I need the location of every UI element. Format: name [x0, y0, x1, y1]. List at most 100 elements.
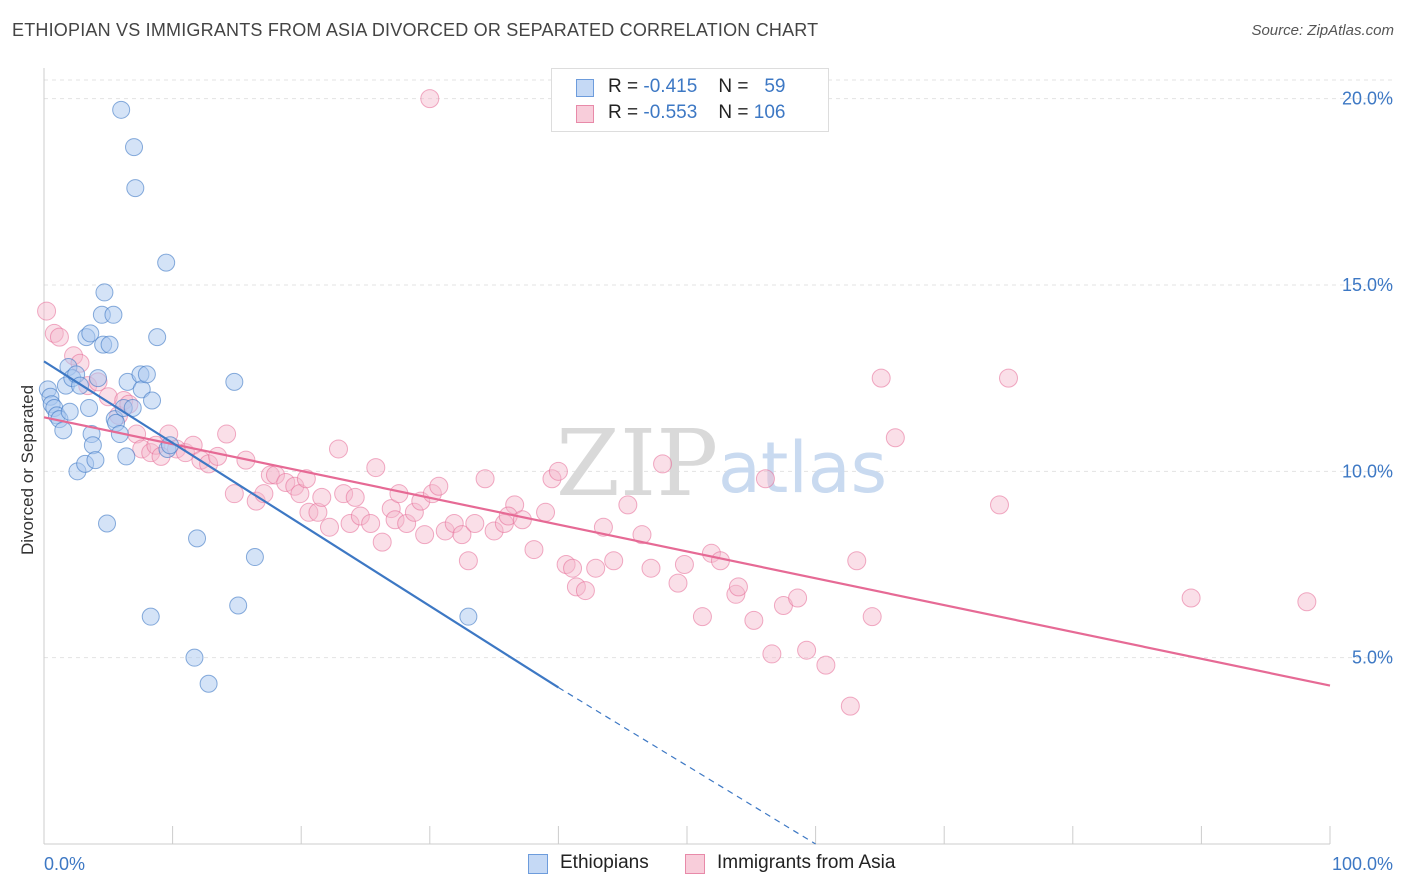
data-point-immigrants-from-asia [871, 368, 891, 388]
y-tick-labels: 5.0% 10.0% 15.0% 20.0% [1342, 89, 1393, 668]
series-ethiopians [38, 100, 478, 693]
chart-title: ETHIOPIAN VS IMMIGRANTS FROM ASIA DIVORC… [12, 20, 819, 40]
data-point-ethiopians [225, 372, 244, 391]
data-point-immigrants-from-asia [632, 525, 652, 545]
legend-swatch-pink [685, 854, 705, 874]
data-point-immigrants-from-asia [372, 532, 392, 552]
data-point-immigrants-from-asia [1181, 588, 1201, 608]
legend-label-immigrants-from-asia: Immigrants from Asia [717, 852, 896, 873]
data-point-immigrants-from-asia [847, 551, 867, 571]
data-point-ethiopians [100, 335, 119, 354]
legend-n-label: N = [718, 102, 749, 123]
source-credit: Source: ZipAtlas.com [1251, 22, 1394, 39]
y-tick-label: 20.0% [1342, 89, 1393, 109]
data-point-immigrants-from-asia [217, 424, 237, 444]
x-tick-labels: 0.0% 100.0% [44, 854, 1393, 874]
data-point-ethiopians [188, 529, 207, 548]
x-tick-label: 0.0% [44, 854, 85, 874]
data-point-immigrants-from-asia [524, 540, 544, 560]
data-point-immigrants-from-asia [308, 502, 328, 522]
y-tick-label: 10.0% [1342, 461, 1393, 481]
data-point-immigrants-from-asia [385, 510, 405, 530]
data-point-immigrants-from-asia [37, 301, 57, 321]
data-point-ethiopians [89, 369, 108, 388]
watermark-atlas: atlas [718, 427, 887, 509]
trend-lines [43, 360, 1331, 845]
trend-line-ethiopians [43, 360, 559, 689]
legend-r-value: -0.553 [643, 102, 698, 123]
data-point-immigrants-from-asia [653, 454, 673, 474]
trend-line-immigrants-from-asia [43, 416, 1331, 687]
series-legend: Ethiopians Immigrants from Asia [0, 852, 1406, 878]
y-axis-label: Divorced or Separated [18, 385, 37, 555]
data-point-immigrants-from-asia [465, 513, 485, 533]
data-point-immigrants-from-asia [420, 89, 440, 109]
data-point-immigrants-from-asia [458, 551, 478, 571]
data-point-immigrants-from-asia [556, 554, 576, 574]
data-point-ethiopians [104, 305, 123, 324]
legend-n-label: N = [718, 76, 749, 97]
legend-label-ethiopians: Ethiopians [560, 852, 649, 873]
data-point-ethiopians [143, 391, 162, 410]
data-point-ethiopians [95, 283, 114, 302]
watermark-zip: ZIP [556, 410, 718, 517]
data-point-immigrants-from-asia [340, 513, 360, 533]
data-point-immigrants-from-asia [505, 495, 525, 515]
data-point-immigrants-from-asia [404, 502, 424, 522]
data-point-immigrants-from-asia [840, 696, 860, 716]
legend-swatch-blue [528, 854, 548, 874]
data-point-immigrants-from-asia [484, 521, 504, 541]
data-point-ethiopians [199, 674, 218, 693]
data-point-immigrants-from-asia [366, 458, 386, 478]
data-point-immigrants-from-asia [381, 499, 401, 519]
axes [43, 68, 1331, 845]
data-point-immigrants-from-asia [989, 495, 1009, 515]
data-point-immigrants-from-asia [575, 581, 595, 601]
data-point-immigrants-from-asia [49, 327, 69, 347]
data-point-immigrants-from-asia [618, 495, 638, 515]
data-point-immigrants-from-asia [512, 510, 532, 530]
data-point-immigrants-from-asia [788, 588, 808, 608]
data-point-ethiopians [459, 607, 478, 626]
data-point-immigrants-from-asia [563, 558, 583, 578]
data-point-immigrants-from-asia [361, 513, 381, 533]
data-point-immigrants-from-asia [452, 525, 472, 545]
data-point-immigrants-from-asia [816, 655, 836, 675]
data-point-immigrants-from-asia [668, 573, 688, 593]
data-point-immigrants-from-asia [260, 465, 280, 485]
data-point-ethiopians [185, 648, 204, 667]
data-point-immigrants-from-asia [641, 558, 661, 578]
data-point-ethiopians [98, 514, 117, 533]
data-point-ethiopians [229, 596, 248, 615]
data-point-ethiopians [157, 253, 176, 272]
data-point-immigrants-from-asia [334, 484, 354, 504]
data-point-immigrants-from-asia [797, 640, 817, 660]
legend-swatch-pink [576, 105, 594, 123]
data-point-immigrants-from-asia [586, 558, 606, 578]
data-point-immigrants-from-asia [728, 577, 748, 597]
data-point-immigrants-from-asia [548, 461, 568, 481]
data-point-immigrants-from-asia [604, 551, 624, 571]
correlation-legend: R = -0.415 N = 59 R = -0.553 N = 106 [551, 68, 829, 132]
data-point-ethiopians [54, 421, 73, 440]
data-point-immigrants-from-asia [542, 469, 562, 489]
watermark: ZIP atlas [556, 410, 887, 517]
gridlines [44, 79, 1392, 659]
data-point-ethiopians [86, 451, 105, 470]
data-point-immigrants-from-asia [44, 323, 64, 343]
y-tick-label: 15.0% [1342, 275, 1393, 295]
legend-r-label: R = [608, 102, 639, 123]
data-point-ethiopians [112, 100, 131, 119]
data-point-ethiopians [141, 607, 160, 626]
legend-r-label: R = [608, 76, 639, 97]
data-point-immigrants-from-asia [862, 607, 882, 627]
data-point-ethiopians [83, 436, 102, 455]
data-point-immigrants-from-asia [536, 502, 556, 522]
data-point-ethiopians [126, 179, 145, 198]
data-point-immigrants-from-asia [415, 525, 435, 545]
data-point-ethiopians [137, 365, 156, 384]
legend-n-value: 59 [764, 76, 786, 97]
data-point-immigrants-from-asia [296, 469, 316, 489]
trend-line-ethiopians-extrapolated [558, 686, 816, 845]
